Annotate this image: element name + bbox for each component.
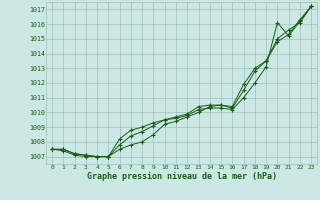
X-axis label: Graphe pression niveau de la mer (hPa): Graphe pression niveau de la mer (hPa)	[87, 172, 276, 181]
